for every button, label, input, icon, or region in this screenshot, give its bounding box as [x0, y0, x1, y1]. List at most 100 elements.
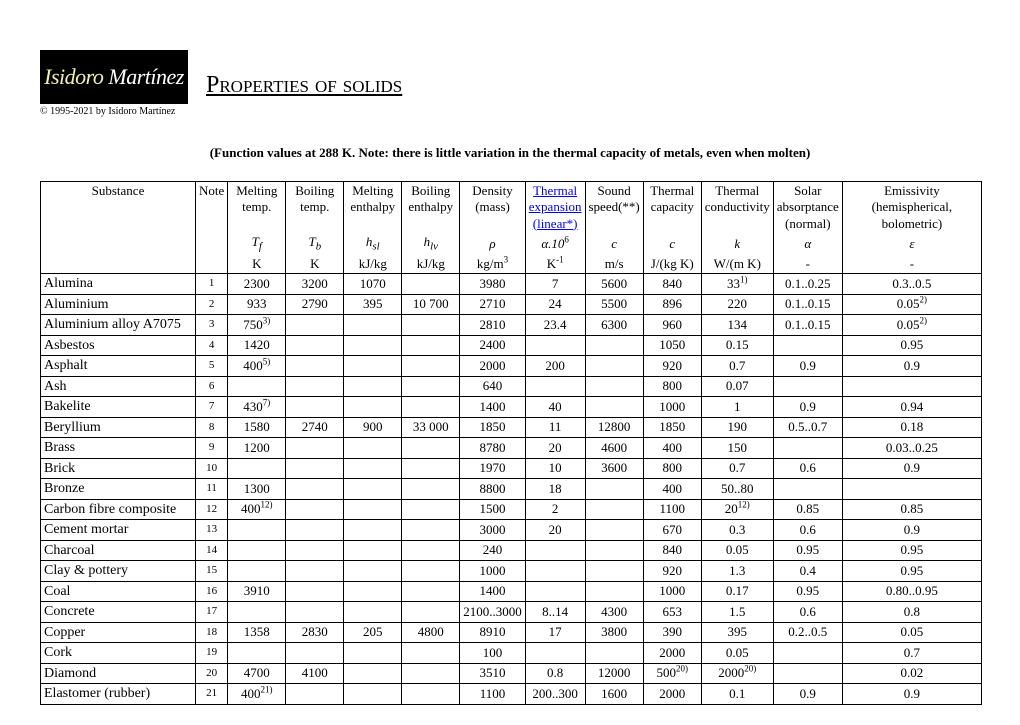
- table-cell: 1.3: [701, 561, 773, 582]
- table-cell: 0.15: [701, 335, 773, 356]
- table-cell: [344, 663, 402, 684]
- table-cell: 2300: [228, 274, 286, 295]
- table-cell: 1000: [643, 397, 701, 418]
- table-row: Diamond204700410035100.81200050020)20002…: [41, 663, 982, 684]
- table-cell: [585, 540, 643, 561]
- table-cell: 240: [460, 540, 526, 561]
- table-cell: 20: [196, 663, 228, 684]
- table-cell: 0.9: [773, 684, 842, 705]
- table-cell: 8: [196, 417, 228, 438]
- table-cell: [402, 397, 460, 418]
- table-cell: [402, 479, 460, 500]
- table-cell: 0.05: [701, 643, 773, 664]
- table-cell: 640: [460, 376, 526, 397]
- table-cell: [286, 376, 344, 397]
- table-cell: 18: [196, 622, 228, 643]
- table-cell: [773, 335, 842, 356]
- table-cell: 1.5: [701, 602, 773, 623]
- table-cell: 0.95: [842, 335, 981, 356]
- table-cell: [344, 540, 402, 561]
- table-cell: 0.7: [701, 356, 773, 377]
- table-row: Cork1910020000.050.7: [41, 643, 982, 664]
- table-row: Brass9120087802046004001500.03..0.25: [41, 438, 982, 459]
- table-cell: [286, 602, 344, 623]
- table-row: Alumina1230032001070398075600840331)0.1.…: [41, 274, 982, 295]
- table-cell: 1100: [460, 684, 526, 705]
- table-cell: [228, 458, 286, 479]
- table-cell: [286, 684, 344, 705]
- table-cell: 134: [701, 315, 773, 336]
- table-cell: 9: [196, 438, 228, 459]
- table-cell: 0.8: [842, 602, 981, 623]
- table-cell: [402, 499, 460, 520]
- table-cell: [344, 602, 402, 623]
- table-cell: Ash: [41, 376, 196, 397]
- table-cell: 0.1..0.25: [773, 274, 842, 295]
- unit-kjkg1: kJ/kg: [344, 255, 402, 274]
- table-cell: [525, 376, 585, 397]
- table-cell: 33 000: [402, 417, 460, 438]
- table-cell: Diamond: [41, 663, 196, 684]
- table-cell: 2400: [460, 335, 526, 356]
- table-cell: 4100: [286, 663, 344, 684]
- table-cell: 1000: [643, 581, 701, 602]
- table-cell: 0.95: [773, 540, 842, 561]
- table-cell: [402, 315, 460, 336]
- table-cell: 1420: [228, 335, 286, 356]
- table-cell: Elastomer (rubber): [41, 684, 196, 705]
- table-cell: Aluminium alloy A7075: [41, 315, 196, 336]
- table-cell: 8910: [460, 622, 526, 643]
- link-linear[interactable]: (linear*): [533, 216, 578, 231]
- table-cell: [286, 520, 344, 541]
- unit-k1: K: [228, 255, 286, 274]
- col-emissivity: Emissivity (hemispherical, bolometric): [842, 182, 981, 233]
- table-cell: 10: [525, 458, 585, 479]
- table-cell: 0.94: [842, 397, 981, 418]
- table-cell: 23.4: [525, 315, 585, 336]
- table-cell: 390: [643, 622, 701, 643]
- table-cell: 200..300: [525, 684, 585, 705]
- unit-wmk: W/(m K): [701, 255, 773, 274]
- sym-hsl: hsl: [344, 233, 402, 255]
- table-cell: 50020): [643, 663, 701, 684]
- col-melting-temp: Melting temp.: [228, 182, 286, 233]
- link-thermal[interactable]: Thermal: [533, 183, 577, 198]
- table-cell: 0.8: [525, 663, 585, 684]
- subtitle: (Function values at 288 K. Note: there i…: [40, 145, 980, 161]
- table-cell: 900: [344, 417, 402, 438]
- table-cell: 6: [196, 376, 228, 397]
- table-cell: 2000: [643, 643, 701, 664]
- table-cell: 1200: [228, 438, 286, 459]
- table-cell: 15: [196, 561, 228, 582]
- table-cell: Coal: [41, 581, 196, 602]
- table-cell: 5600: [585, 274, 643, 295]
- table-cell: [344, 458, 402, 479]
- table-row: Charcoal142408400.050.950.95: [41, 540, 982, 561]
- col-solar-absorptance: Solar absorptance (normal): [773, 182, 842, 233]
- table-cell: Brass: [41, 438, 196, 459]
- table-cell: [344, 479, 402, 500]
- table-cell: 1358: [228, 622, 286, 643]
- table-cell: 2: [525, 499, 585, 520]
- table-cell: 0.4: [773, 561, 842, 582]
- table-cell: 0.95: [773, 581, 842, 602]
- table-cell: Copper: [41, 622, 196, 643]
- table-cell: 11: [525, 417, 585, 438]
- logo: Isidoro Martínez: [40, 50, 188, 104]
- table-cell: 2790: [286, 294, 344, 315]
- table-cell: 7503): [228, 315, 286, 336]
- table-row: Cement mortar133000206700.30.60.9: [41, 520, 982, 541]
- table-cell: 40012): [228, 499, 286, 520]
- table-cell: [344, 520, 402, 541]
- table-cell: [402, 602, 460, 623]
- table-cell: Asphalt: [41, 356, 196, 377]
- table-cell: 0.3: [701, 520, 773, 541]
- table-cell: [402, 643, 460, 664]
- table-cell: [402, 520, 460, 541]
- table-cell: [344, 499, 402, 520]
- table-cell: 10: [196, 458, 228, 479]
- table-cell: 0.07: [701, 376, 773, 397]
- table-row: Bakelite74307)140040100010.90.94: [41, 397, 982, 418]
- table-cell: [773, 643, 842, 664]
- link-expansion[interactable]: expansion: [529, 199, 582, 214]
